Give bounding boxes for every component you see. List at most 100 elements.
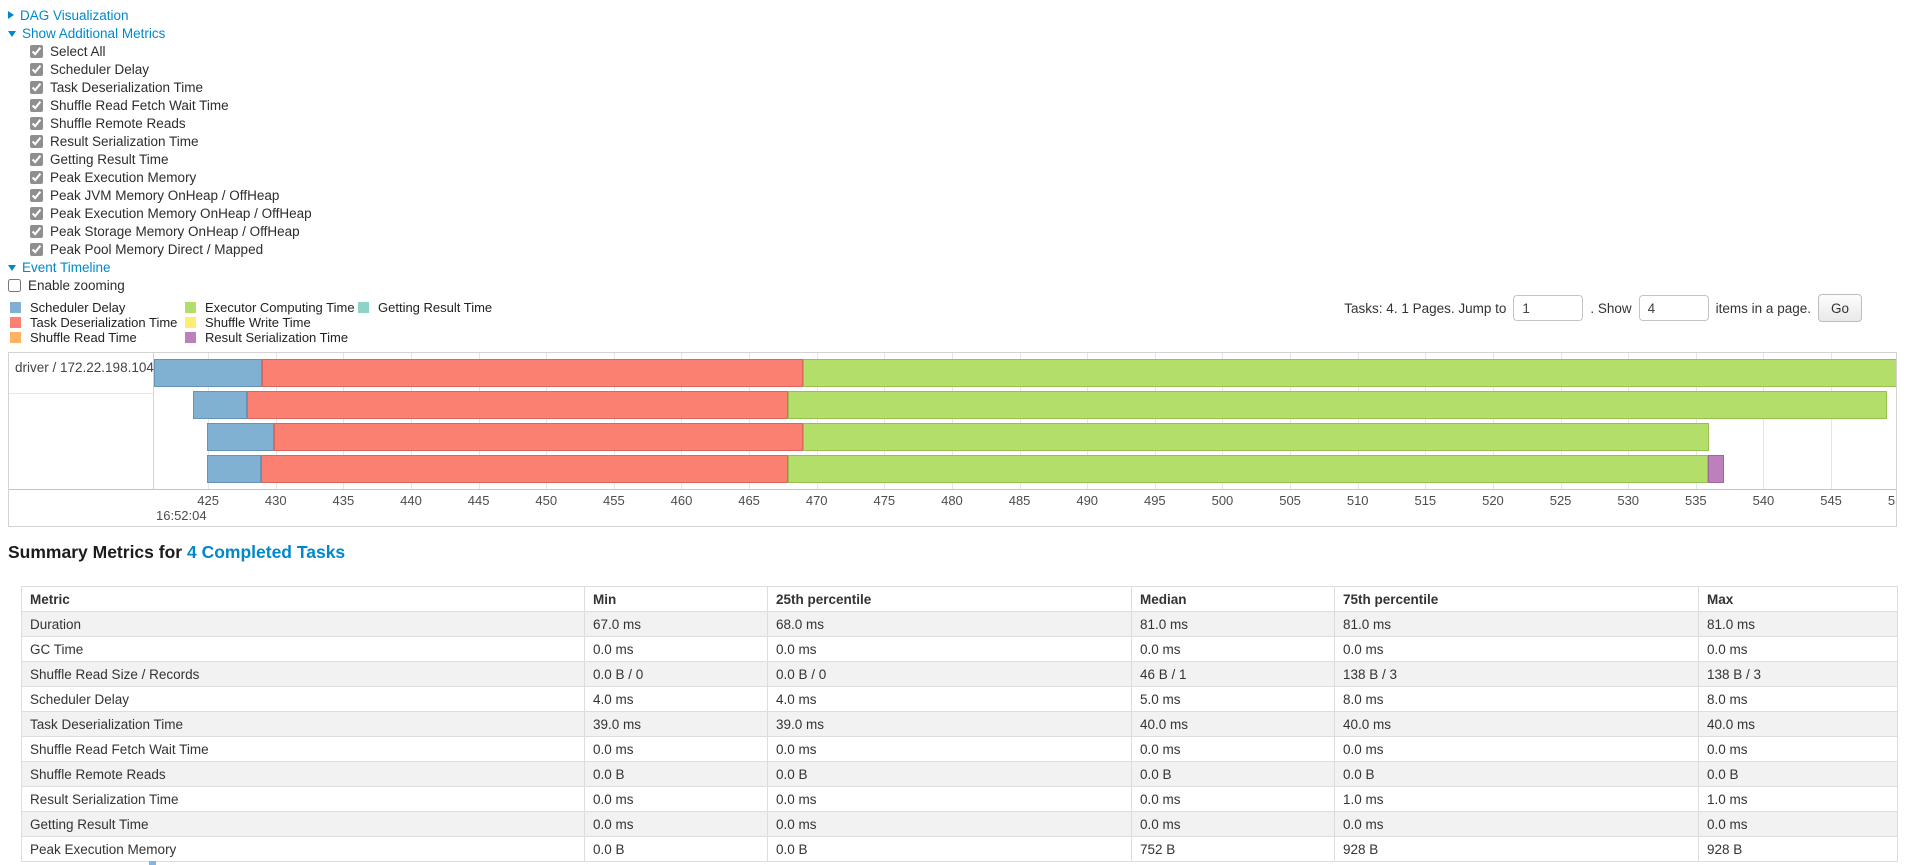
summary-metrics-table: Metric Min 25th percentile Median 75th perce… — [21, 586, 1898, 862]
axis-tick-label: 475 — [873, 493, 896, 508]
legend-swatch-result-serialization-time — [185, 332, 196, 343]
summary-metrics-heading: Summary Metrics for 4 Completed Tasks — [8, 542, 345, 563]
metric-name-cell: Shuffle Read Size / Records — [21, 661, 585, 687]
metric-checkbox-row: Getting Result Time — [30, 150, 312, 168]
metric-value-cell: 0.0 ms — [1131, 811, 1335, 837]
metric-value-cell: 0.0 ms — [1334, 636, 1699, 662]
axis-tick-label: 515 — [1414, 493, 1437, 508]
timeline-legend: Scheduler Delay Task Deserialization Time… — [10, 300, 492, 345]
enable-zooming-checkbox[interactable] — [8, 278, 21, 292]
axis-label-strip: 16:52:04 425 430 435 440 445 450 455 460 465 470 4… — [154, 490, 1896, 526]
metric-value-cell: 81.0 ms — [1698, 611, 1898, 637]
axis-tick-label: 470 — [805, 493, 828, 508]
metric-name-cell: Task Deserialization Time — [21, 711, 585, 737]
metric-value-cell: 0.0 B — [584, 761, 768, 787]
metric-value-cell: 0.0 B — [1334, 761, 1699, 787]
legend-label: Result Serialization Time — [205, 330, 349, 345]
metric-name-cell: Shuffle Read Fetch Wait Time — [21, 736, 585, 762]
grid-line — [1425, 353, 1427, 490]
metric-checkbox-row: Result Serialization Time — [30, 132, 312, 150]
checkbox-peak-execution-memory-onheap-offheap[interactable] — [30, 206, 43, 220]
axis-tick-label: 455 — [602, 493, 625, 508]
pagination-suffix-text: items in a page. — [1715, 300, 1811, 316]
legend-item: Shuffle Read Time — [10, 330, 185, 345]
axis-tick-label: 530 — [1617, 493, 1640, 508]
checkbox-shuffle-read-fetch-wait-time[interactable] — [30, 98, 43, 112]
stage-controls: DAG Visualization Show Additional Metric… — [8, 6, 312, 294]
metric-value-cell: 0.0 ms — [767, 736, 1132, 762]
legend-swatch-executor-computing-time — [185, 302, 196, 313]
legend-column: Getting Result Time — [358, 300, 492, 345]
axis-tick-label: 545 — [1820, 493, 1842, 508]
checkbox-shuffle-remote-reads[interactable] — [30, 116, 43, 130]
checkbox-result-serialization-time[interactable] — [30, 134, 43, 148]
bar-segment-scheduler-delay — [206, 423, 275, 451]
metric-value-cell: 0.0 ms — [767, 786, 1132, 812]
axis-tick-label: 495 — [1143, 493, 1166, 508]
axis-tick-label: 440 — [400, 493, 422, 508]
metric-value-cell: 0.0 ms — [1698, 636, 1898, 662]
metric-value-cell: 0.0 B — [767, 761, 1132, 787]
column-header-metric: Metric — [21, 586, 585, 612]
metric-value-cell: 0.0 ms — [767, 636, 1132, 662]
metric-value-cell: 4.0 ms — [767, 686, 1132, 712]
metric-value-cell: 0.0 ms — [584, 786, 768, 812]
axis-tick-label: 550 — [1887, 493, 1896, 508]
axis-tick-label: 540 — [1752, 493, 1775, 508]
partially-visible-next-section — [149, 861, 156, 865]
metric-value-cell: 0.0 ms — [584, 736, 768, 762]
enable-zooming-row: Enable zooming — [8, 276, 312, 294]
checkbox-peak-jvm-memory-onheap-offheap[interactable] — [30, 188, 43, 202]
metric-row-shuffle-read-fetch-wait-time: Shuffle Read Fetch Wait Time 0.0 ms 0.0 ms… — [21, 736, 1898, 762]
axis-tick-label: 505 — [1279, 493, 1301, 508]
checkbox-task-deserialization-time[interactable] — [30, 80, 43, 94]
event-timeline-label: Event Timeline — [22, 259, 111, 275]
timeline-x-axis: 16:52:04 425 430 435 440 445 450 455 460 465 470 4… — [9, 489, 1896, 526]
checkbox-scheduler-delay[interactable] — [30, 62, 43, 76]
metric-value-cell: 0.0 ms — [1698, 811, 1898, 837]
legend-label: Getting Result Time — [378, 300, 493, 315]
event-timeline-toggle[interactable]: Event Timeline — [8, 258, 312, 276]
expanded-arrow-icon — [8, 31, 16, 37]
checkbox-select-all[interactable] — [30, 44, 43, 58]
items-per-page-input[interactable] — [1638, 295, 1709, 321]
checkbox-label: Peak Pool Memory Direct / Mapped — [50, 241, 264, 257]
legend-item: Result Serialization Time — [185, 330, 358, 345]
bar-segment-scheduler-delay — [206, 455, 261, 483]
metric-value-cell: 0.0 B — [584, 836, 768, 862]
dag-visualization-toggle[interactable]: DAG Visualization — [8, 6, 312, 24]
grid-line — [1154, 353, 1156, 490]
completed-tasks-link[interactable]: 4 Completed Tasks — [186, 542, 346, 562]
metric-name-cell: GC Time — [21, 636, 585, 662]
metric-value-cell: 40.0 ms — [1698, 711, 1898, 737]
metric-value-cell: 40.0 ms — [1131, 711, 1335, 737]
legend-item: Task Deserialization Time — [10, 315, 185, 330]
checkbox-peak-execution-memory[interactable] — [30, 170, 43, 184]
grid-line — [613, 353, 615, 490]
go-button[interactable]: Go — [1817, 294, 1862, 322]
metric-value-cell: 0.0 ms — [1131, 636, 1335, 662]
grid-line — [1628, 353, 1630, 490]
metric-value-cell: 0.0 B — [1131, 761, 1335, 787]
column-header-max: Max — [1698, 586, 1898, 612]
show-additional-metrics-label: Show Additional Metrics — [22, 25, 166, 41]
legend-label: Executor Computing Time — [205, 300, 355, 315]
metric-value-cell: 0.0 ms — [1131, 736, 1335, 762]
checkbox-getting-result-time[interactable] — [30, 152, 43, 166]
axis-tick-label: 425 — [197, 493, 219, 508]
checkbox-peak-storage-memory-onheap-offheap[interactable] — [30, 224, 43, 238]
metric-value-cell: 40.0 ms — [1334, 711, 1699, 737]
checkbox-label: Peak Storage Memory OnHeap / OffHeap — [50, 223, 300, 239]
show-additional-metrics-toggle[interactable]: Show Additional Metrics — [8, 24, 312, 42]
metric-value-cell: 0.0 B / 0 — [767, 661, 1132, 687]
checkbox-peak-pool-memory-direct-mapped[interactable] — [30, 242, 43, 256]
checkbox-label: Shuffle Remote Reads — [50, 115, 186, 131]
metric-checkbox-row: Shuffle Read Fetch Wait Time — [30, 96, 312, 114]
metric-value-cell: 8.0 ms — [1698, 686, 1898, 712]
jump-to-page-input[interactable] — [1513, 295, 1584, 321]
axis-tick-label: 535 — [1684, 493, 1707, 508]
axis-tick-label: 520 — [1482, 493, 1504, 508]
metric-name-cell: Scheduler Delay — [21, 686, 585, 712]
metric-value-cell: 928 B — [1334, 836, 1699, 862]
timeline-chart-body: driver / 172.22.198.104 — [9, 353, 1896, 490]
